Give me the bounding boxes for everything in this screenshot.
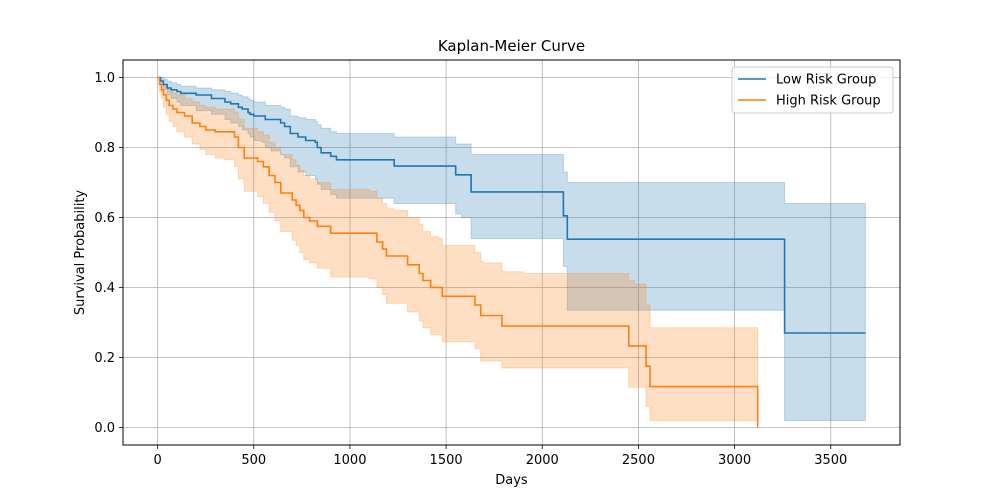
- y-tick-label: 0.6: [94, 211, 115, 226]
- x-axis-label: Days: [495, 473, 528, 488]
- plot-area-frame: [122, 59, 901, 446]
- survival-lines: [157, 76, 866, 428]
- x-tick-label: 2000: [526, 453, 559, 468]
- survival-line-high-risk: [157, 76, 759, 428]
- y-tick-label: 0.8: [94, 141, 115, 156]
- survival-line-low-risk: [157, 76, 866, 334]
- x-tick-label: 500: [241, 453, 266, 468]
- x-tick-label: 0: [153, 453, 161, 468]
- x-tick-label: 3000: [718, 453, 751, 468]
- y-tick-label: 0.4: [94, 281, 115, 296]
- confidence-band-low-risk: [157, 77, 866, 421]
- x-tick-label: 1000: [333, 453, 366, 468]
- legend: Low Risk Group High Risk Group: [731, 66, 894, 114]
- chart-title: Kaplan-Meier Curve: [438, 37, 585, 55]
- grid: [123, 60, 900, 445]
- y-tick-label: 0.2: [94, 351, 115, 366]
- x-tick-label: 3500: [814, 453, 847, 468]
- x-tick-label: 2500: [622, 453, 655, 468]
- confidence-bands: [157, 77, 866, 428]
- y-axis-label: Survival Probability: [73, 190, 88, 316]
- legend-label-low-risk: Low Risk Group: [776, 73, 876, 88]
- x-tick-label: 1500: [430, 453, 463, 468]
- axis-ticks: 0 500 1000 1500 2000 2500 3000 3500 0.0 0.2 0.4 0.6…: [94, 71, 847, 468]
- legend-box: [731, 66, 894, 114]
- confidence-band-high-risk: [157, 77, 759, 428]
- legend-label-high-risk: High Risk Group: [776, 94, 881, 109]
- y-tick-label: 0.0: [94, 421, 115, 436]
- y-tick-label: 1.0: [94, 71, 115, 86]
